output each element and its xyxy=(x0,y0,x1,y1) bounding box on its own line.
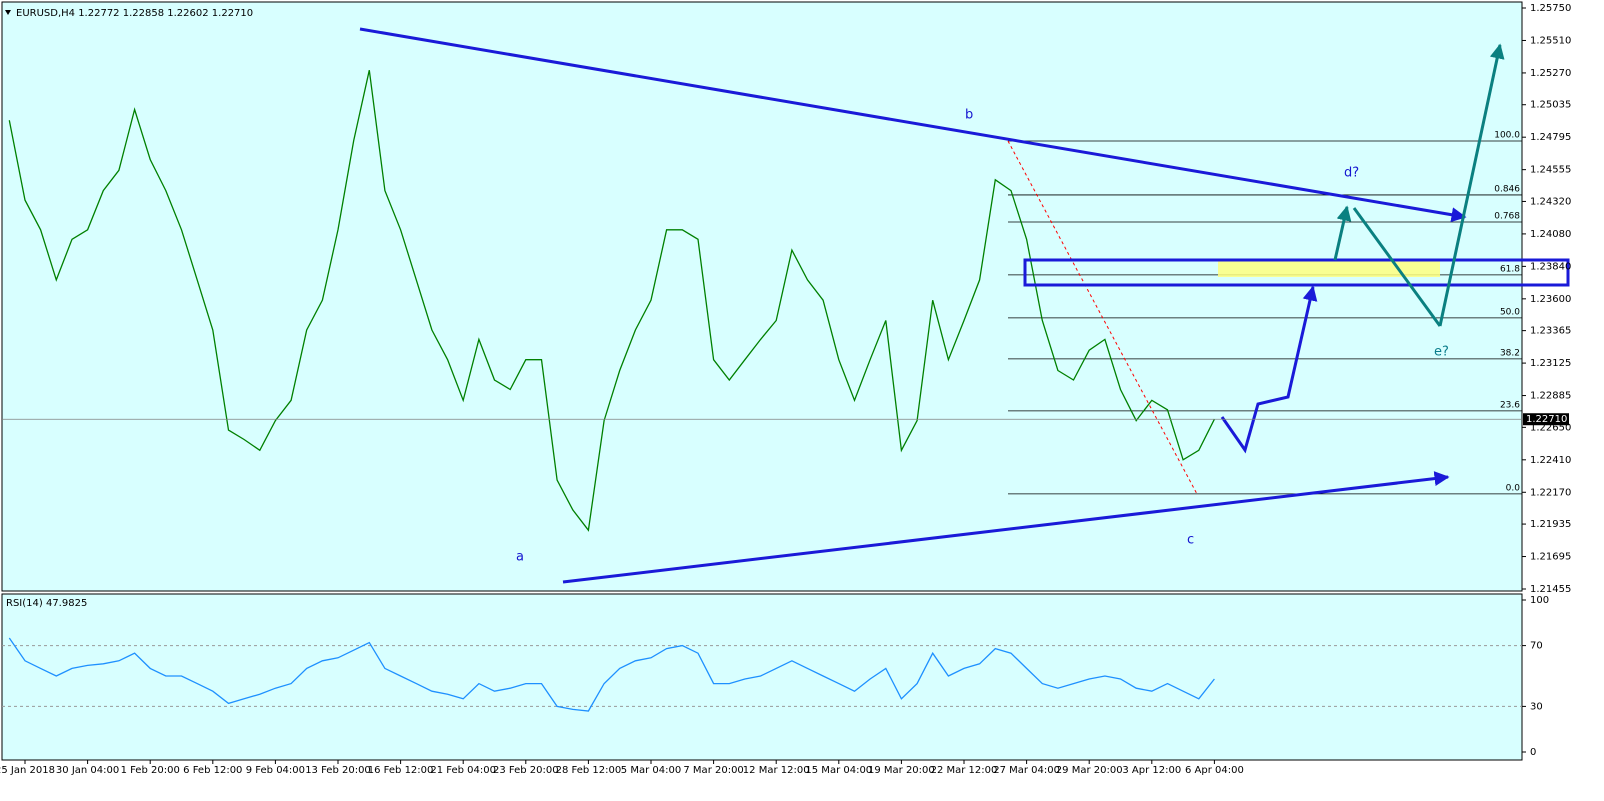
fib-label: 38.2 xyxy=(1500,348,1520,358)
rsi-tick-label: 0 xyxy=(1530,747,1536,758)
y-tick-label: 1.24795 xyxy=(1530,132,1571,143)
x-tick-label: 23 Feb 20:00 xyxy=(493,765,559,776)
x-tick-label: 1 Feb 20:00 xyxy=(121,765,180,776)
rsi-panel xyxy=(1,593,1523,761)
forecast-arrow xyxy=(1333,205,1352,261)
rsi-tick-label: 100 xyxy=(1530,595,1549,606)
forecast-arrow xyxy=(1352,207,1442,327)
x-tick-label: 13 Feb 20:00 xyxy=(305,765,371,776)
y-tick-label: 1.22410 xyxy=(1530,455,1571,466)
x-tick-label: 30 Jan 04:00 xyxy=(56,765,119,776)
forecast-arrow xyxy=(1220,285,1318,454)
x-tick-label: 22 Mar 12:00 xyxy=(931,765,998,776)
fib-label: 61.8 xyxy=(1500,264,1520,274)
y-tick-label: 1.25035 xyxy=(1530,100,1571,111)
fib-label: 0.768 xyxy=(1494,212,1520,222)
fib-label: 0.0 xyxy=(1506,483,1521,493)
y-tick-label: 1.25750 xyxy=(1530,3,1571,14)
y-tick-label: 1.22170 xyxy=(1530,487,1571,498)
fib-diagonal xyxy=(1007,140,1198,495)
current-price-label: 1.22710 xyxy=(1526,414,1567,425)
y-tick-label: 1.22885 xyxy=(1530,391,1571,402)
x-tick-label: 7 Mar 20:00 xyxy=(683,765,743,776)
y-tick-label: 1.23365 xyxy=(1530,326,1571,337)
symbol-header: EURUSD,H4 1.22772 1.22858 1.22602 1.2271… xyxy=(16,8,253,19)
x-tick-label: 9 Feb 04:00 xyxy=(246,765,305,776)
y-tick-label: 1.24320 xyxy=(1530,196,1571,207)
y-tick-label: 1.24555 xyxy=(1530,165,1571,176)
y-tick-label: 1.21455 xyxy=(1530,584,1571,595)
wave-label: e? xyxy=(1434,345,1449,360)
forecast-arrow xyxy=(1438,43,1505,327)
x-tick-label: 27 Mar 04:00 xyxy=(993,765,1060,776)
main-panel xyxy=(1,1,1523,592)
wave-label: a xyxy=(516,550,524,565)
zone xyxy=(1218,260,1440,277)
current-price-box xyxy=(1523,413,1569,426)
x-tick-label: 5 Mar 04:00 xyxy=(621,765,681,776)
header-toggle[interactable] xyxy=(5,10,11,15)
x-tick-label: 3 Apr 12:00 xyxy=(1122,765,1181,776)
y-tick-label: 1.25270 xyxy=(1530,68,1571,79)
y-tick-label: 1.23125 xyxy=(1530,358,1571,369)
y-tick-label: 1.21695 xyxy=(1530,552,1571,563)
x-tick-label: 6 Apr 04:00 xyxy=(1185,765,1244,776)
x-tick-label: 12 Mar 12:00 xyxy=(743,765,810,776)
x-tick-label: 29 Mar 20:00 xyxy=(1056,765,1123,776)
x-tick-label: 6 Feb 12:00 xyxy=(183,765,242,776)
series-line xyxy=(8,637,1215,712)
y-tick-label: 1.23600 xyxy=(1530,294,1571,305)
zone-box xyxy=(1023,258,1570,287)
fib-label: 100.0 xyxy=(1494,130,1520,140)
series-line xyxy=(8,70,1215,532)
x-tick-label: 21 Feb 04:00 xyxy=(430,765,496,776)
trend-line xyxy=(562,471,1450,584)
wave-label: d? xyxy=(1344,166,1359,181)
y-tick-label: 1.25510 xyxy=(1530,35,1571,46)
trend-line xyxy=(359,27,1467,223)
rsi-tick-label: 30 xyxy=(1530,701,1543,712)
fib-label: 50.0 xyxy=(1500,307,1520,317)
wave-label: b xyxy=(965,108,973,123)
x-tick-label: 15 Mar 04:00 xyxy=(805,765,872,776)
wave-label: c xyxy=(1187,533,1194,548)
fib-label: 0.846 xyxy=(1494,184,1520,194)
x-tick-label: 19 Mar 20:00 xyxy=(868,765,935,776)
x-tick-label: 28 Feb 12:00 xyxy=(556,765,622,776)
x-tick-label: 25 Jan 2018 xyxy=(0,765,55,776)
y-tick-label: 1.23840 xyxy=(1530,261,1571,272)
rsi-title: RSI(14) 47.9825 xyxy=(6,598,87,609)
price-layer xyxy=(8,70,1215,532)
fib-label: 23.6 xyxy=(1500,400,1520,410)
rsi-tick-label: 70 xyxy=(1530,641,1543,652)
y-tick-label: 1.24080 xyxy=(1530,229,1571,240)
x-tick-label: 16 Feb 12:00 xyxy=(368,765,434,776)
y-tick-label: 1.21935 xyxy=(1530,519,1571,530)
y-tick-label: 1.22650 xyxy=(1530,422,1571,433)
